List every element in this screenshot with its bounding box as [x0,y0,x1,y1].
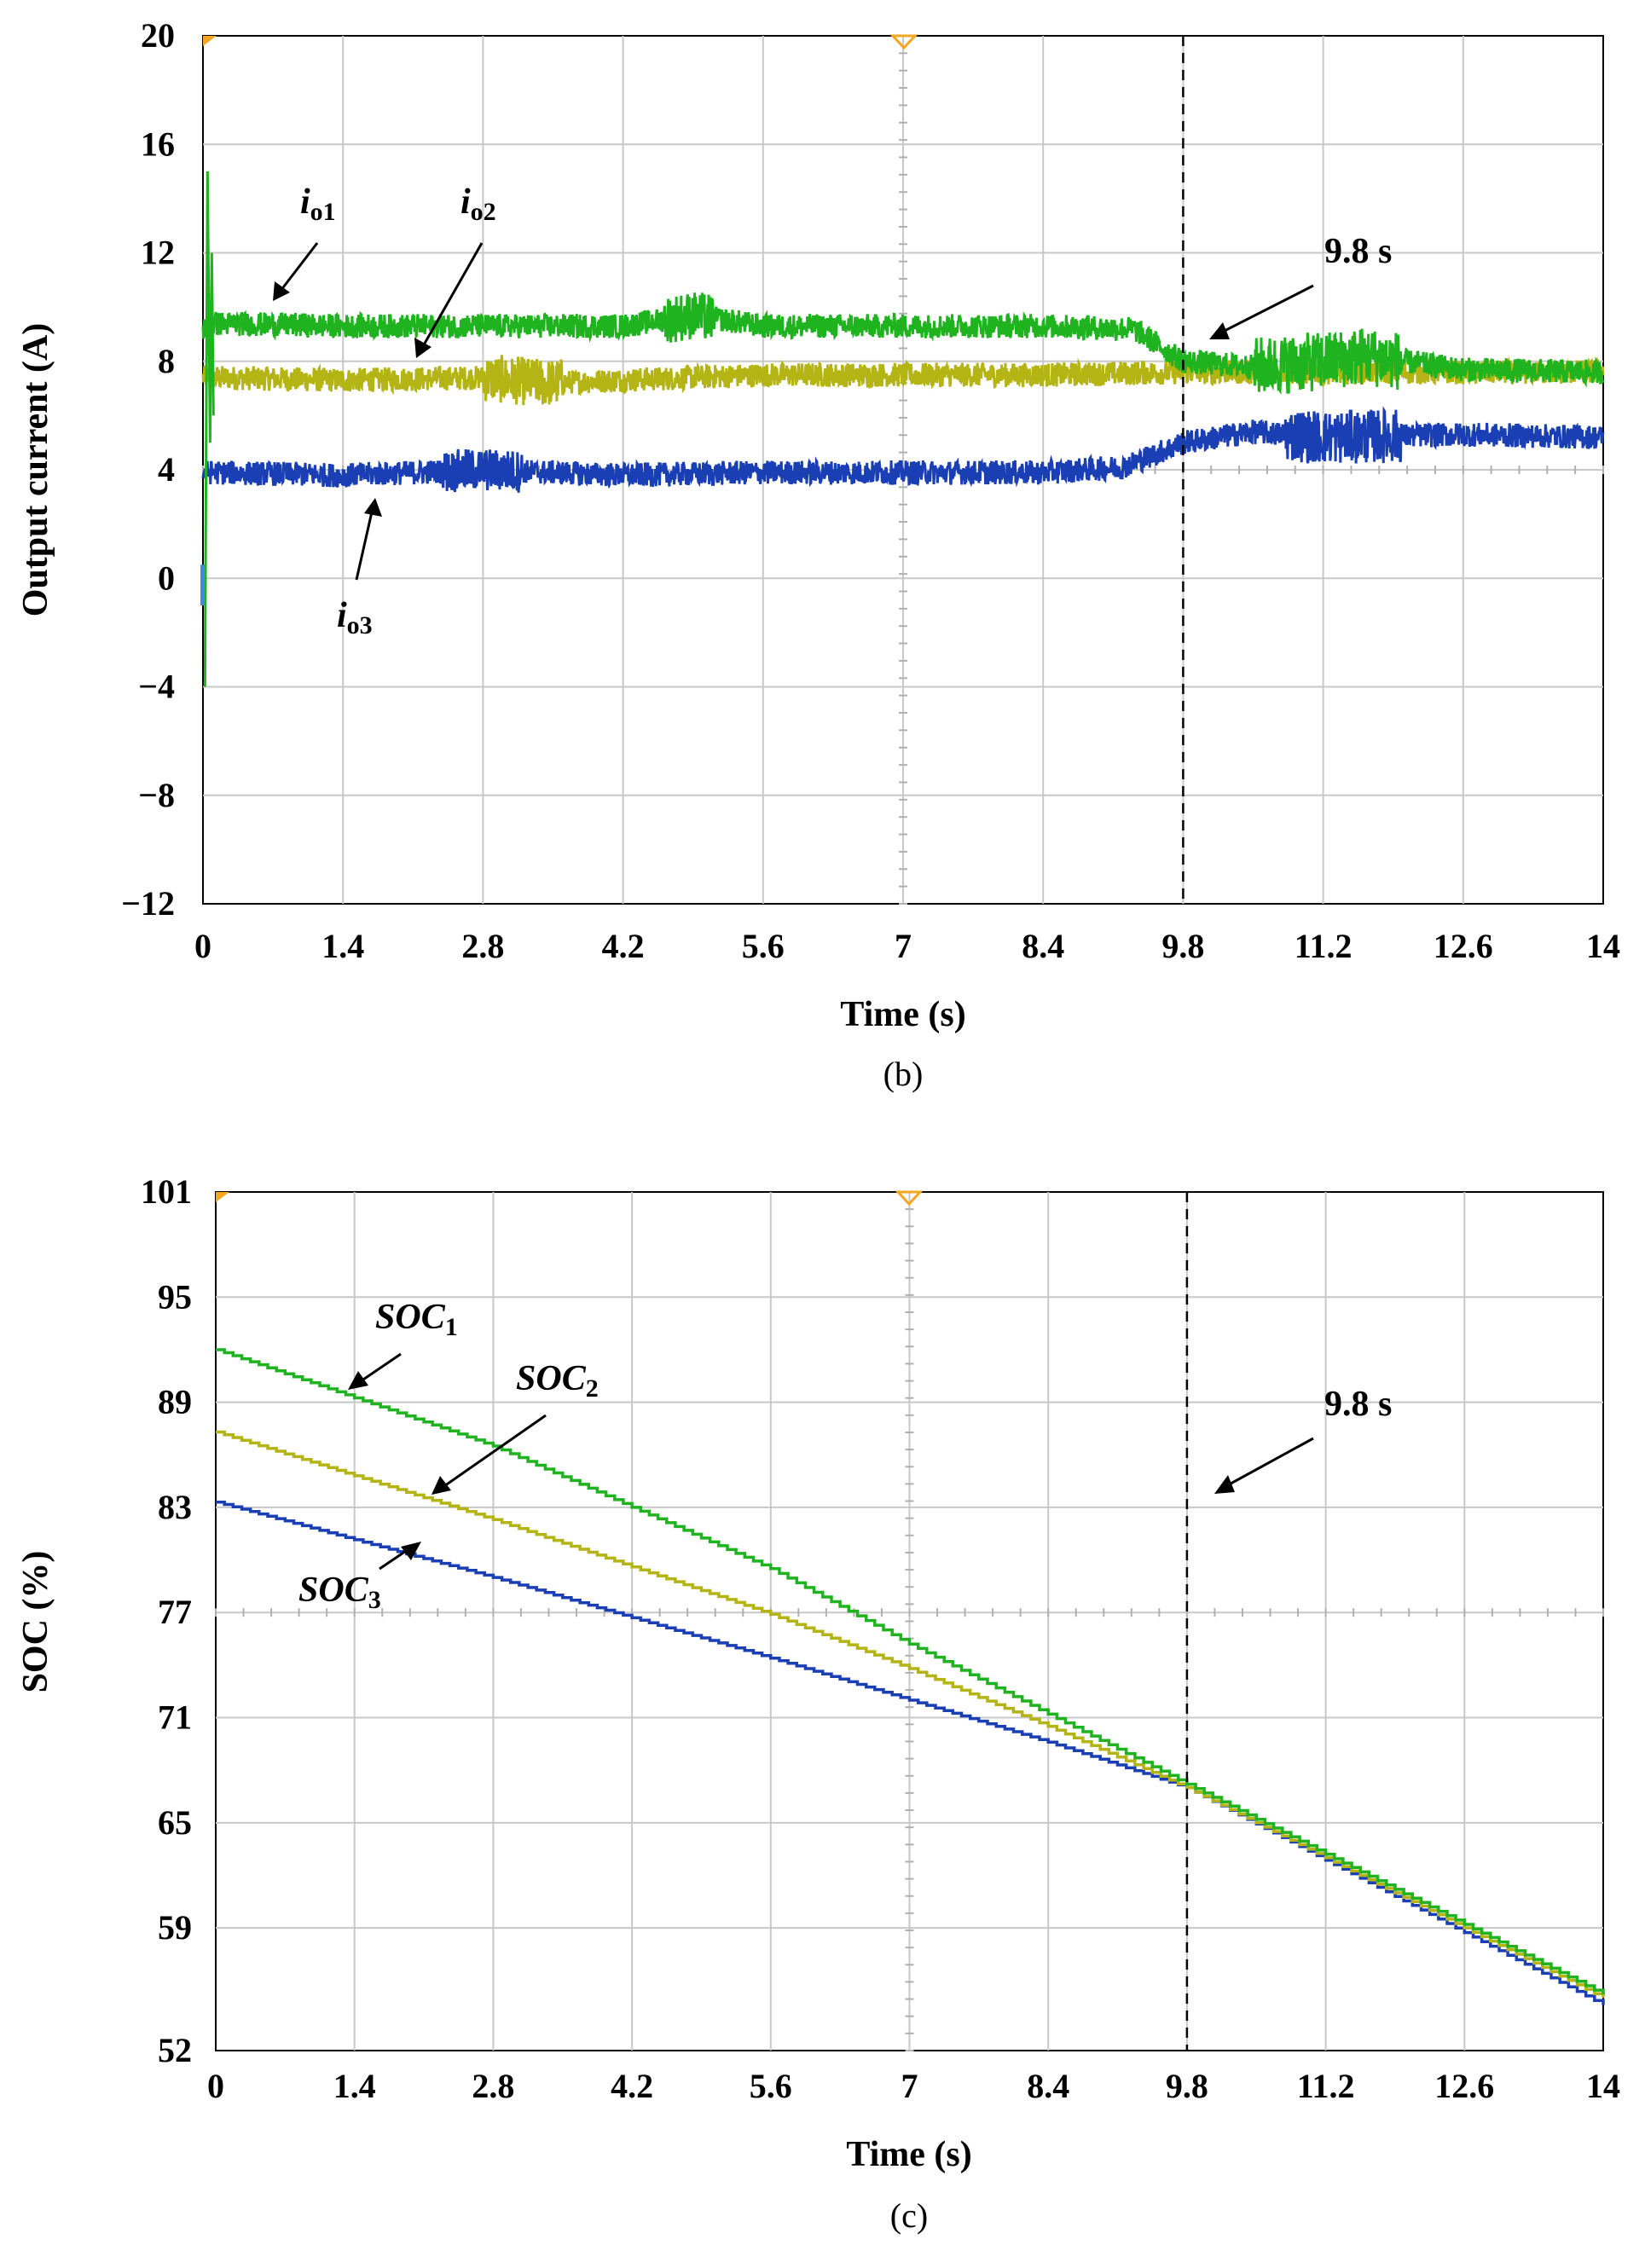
y-tick-labels: 52 59 65 71 77 83 89 95 101 [141,1172,192,2069]
x-tick-label: 7 [901,2067,918,2105]
y-tick-label: 20 [141,16,175,55]
svg-text:io3: io3 [337,596,373,639]
x-tick-label: 5.6 [742,927,785,965]
svg-text:io2: io2 [460,182,496,226]
y-tick-label: 77 [158,1593,192,1631]
y-tick-label: 16 [141,124,175,163]
y-tick-label: 65 [158,1803,192,1842]
x-tick-label: 0 [194,927,211,965]
y-tick-label: 4 [158,450,175,489]
x-tick-label: 14 [1586,2067,1620,2105]
x-tick-label: 8.4 [1022,927,1064,965]
chart-caption: (c) [890,2196,928,2235]
series-line-SOC3 [216,1501,1605,2005]
svg-text:io1: io1 [300,182,336,226]
x-tick-label: 4.2 [611,2067,653,2105]
output-current-chart: −12 −8 −4 0 4 8 12 16 20 0 1.4 2.8 4.2 5.6 7 8.4 9.8 11.… [16,16,1620,1093]
y-tick-label: 12 [141,234,175,272]
x-axis-label: Time (s) [846,2135,971,2174]
y-tick-label: 59 [158,1908,192,1947]
x-tick-label: 11.2 [1295,927,1352,965]
x-axis-label: Time (s) [840,995,965,1034]
label-io1: io1 [273,182,336,301]
x-tick-label: 8.4 [1027,2067,1069,2105]
label-io3: io3 [337,498,382,639]
x-tick-label: 1.4 [333,2067,376,2105]
trigger-marker [895,1190,924,1206]
x-tick-label: 4.2 [602,927,645,965]
label-soc2: SOC2 [432,1359,599,1495]
x-tick-label: 9.8 [1161,927,1204,965]
y-tick-label: 95 [158,1277,192,1316]
y-tick-label: −12 [121,884,175,923]
x-tick-labels: 0 1.4 2.8 4.2 5.6 7 8.4 9.8 11.2 12.6 14 [194,927,1620,965]
y-tick-label: −8 [138,776,175,814]
x-tick-label: 14 [1586,927,1620,965]
y-axis-label: Output current (A) [16,323,55,617]
chart-caption: (b) [883,1055,924,1093]
x-tick-label: 1.4 [321,927,364,965]
trigger-marker [889,34,918,50]
x-tick-label: 7 [895,927,912,965]
x-tick-labels: 0 1.4 2.8 4.2 5.6 7 8.4 9.8 11.2 12.6 14 [207,2067,1620,2105]
y-tick-label: 0 [158,558,175,597]
series-line-io3 [201,406,1605,493]
series-line-SOC2 [216,1430,1605,1999]
label-soc1: SOC1 [348,1298,458,1390]
svg-text:SOC2: SOC2 [516,1359,599,1403]
y-tick-label: 89 [158,1383,192,1421]
series-line-SOC1 [216,1348,1605,1995]
label-io2: io2 [414,182,496,358]
svg-text:9.8 s: 9.8 s [1324,232,1392,271]
x-tick-label: 5.6 [750,2067,792,2105]
svg-text:SOC1: SOC1 [375,1298,458,1341]
svg-text:9.8 s: 9.8 s [1324,1385,1392,1424]
x-tick-label: 12.6 [1434,927,1493,965]
zero-marker [200,564,205,606]
soc-chart: 52 59 65 71 77 83 89 95 101 0 1.4 2.8 4.2 5.6 7 8.4 9.8… [16,1172,1620,2235]
series-line-io1 [201,292,1605,395]
y-tick-label: 8 [158,342,175,380]
y-tick-label: −4 [138,668,175,706]
y-tick-label: 71 [158,1698,192,1737]
svg-text:SOC3: SOC3 [298,1571,381,1614]
x-tick-label: 0 [207,2067,224,2105]
y-tick-label: 83 [158,1488,192,1526]
grid [215,1191,1604,2051]
label-soc3: SOC3 [298,1542,421,1614]
trigger-marker [203,36,217,46]
y-tick-label: 52 [158,2031,192,2069]
y-tick-label: 101 [141,1172,192,1211]
trigger-marker [216,1192,229,1202]
x-tick-label: 12.6 [1434,2067,1494,2105]
x-tick-label: 2.8 [461,927,504,965]
series-group [216,1348,1605,2005]
y-tick-labels: −12 −8 −4 0 4 8 12 16 20 [121,16,175,923]
label-event-time: 9.8 s [1214,1385,1392,1494]
x-tick-label: 2.8 [472,2067,514,2105]
x-tick-label: 11.2 [1297,2067,1355,2105]
label-event-time: 9.8 s [1209,232,1392,339]
x-tick-label: 9.8 [1166,2067,1208,2105]
y-axis-label: SOC (%) [16,1551,55,1693]
